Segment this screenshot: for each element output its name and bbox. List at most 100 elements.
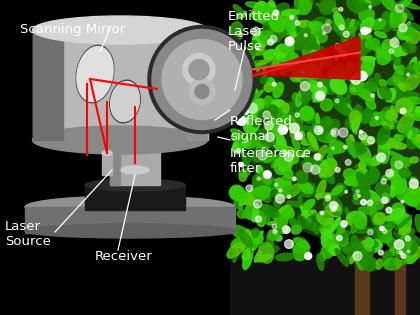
Ellipse shape [317,254,324,270]
Circle shape [254,200,262,208]
Ellipse shape [300,80,312,101]
Circle shape [358,72,367,81]
Ellipse shape [271,109,285,120]
Ellipse shape [360,256,376,271]
Ellipse shape [262,178,277,191]
Circle shape [410,179,418,188]
Ellipse shape [295,42,302,50]
Bar [110,140,160,185]
Ellipse shape [334,203,341,211]
Ellipse shape [396,185,411,202]
Circle shape [331,207,336,211]
Circle shape [265,133,274,141]
Circle shape [395,161,402,169]
Ellipse shape [386,110,397,121]
Ellipse shape [341,26,357,34]
Ellipse shape [310,65,320,77]
Ellipse shape [344,246,351,255]
Ellipse shape [330,78,347,94]
Ellipse shape [354,216,367,229]
Bar [85,185,185,210]
Circle shape [368,230,373,235]
Ellipse shape [382,12,392,22]
Circle shape [285,37,294,46]
Ellipse shape [360,176,369,187]
Ellipse shape [231,133,241,141]
Ellipse shape [357,250,368,270]
Circle shape [304,252,312,260]
Ellipse shape [110,80,140,123]
Ellipse shape [317,211,333,225]
Ellipse shape [252,204,260,217]
Ellipse shape [336,229,348,247]
Ellipse shape [349,79,363,94]
Circle shape [246,185,253,192]
Ellipse shape [294,4,305,14]
Ellipse shape [347,256,356,261]
Circle shape [386,207,392,213]
Ellipse shape [233,5,243,14]
Ellipse shape [406,240,417,255]
Ellipse shape [399,83,412,99]
Ellipse shape [285,208,294,218]
Ellipse shape [379,80,387,86]
Ellipse shape [399,215,412,233]
Ellipse shape [233,249,239,262]
Ellipse shape [231,226,251,239]
Ellipse shape [250,186,270,201]
Ellipse shape [262,136,270,142]
Circle shape [256,48,258,50]
Ellipse shape [340,108,351,113]
Ellipse shape [241,152,251,162]
Ellipse shape [234,31,242,40]
Text: Emitted
Laser
Pulse: Emitted Laser Pulse [228,10,280,53]
Circle shape [148,26,256,134]
Ellipse shape [266,119,281,134]
Ellipse shape [352,184,370,200]
Ellipse shape [396,157,401,174]
Text: Interference
filter: Interference filter [230,147,312,175]
Ellipse shape [283,103,289,113]
Circle shape [270,36,277,43]
Ellipse shape [335,183,345,196]
Ellipse shape [379,86,391,100]
Text: Laser
Source: Laser Source [5,220,51,248]
Ellipse shape [247,119,255,140]
Ellipse shape [272,155,287,162]
Ellipse shape [377,221,386,235]
Ellipse shape [310,124,316,139]
Ellipse shape [388,151,407,161]
Ellipse shape [309,78,330,94]
Ellipse shape [366,106,374,119]
Circle shape [263,111,270,118]
Ellipse shape [252,121,258,127]
Ellipse shape [279,146,299,156]
Ellipse shape [353,218,367,228]
Circle shape [278,125,287,135]
Ellipse shape [233,81,247,88]
Circle shape [353,252,362,261]
Ellipse shape [121,166,149,174]
Circle shape [399,24,407,32]
Ellipse shape [388,76,402,85]
Ellipse shape [286,40,294,54]
Circle shape [264,121,273,130]
Ellipse shape [248,41,257,56]
Circle shape [249,60,251,62]
Ellipse shape [404,107,419,116]
Circle shape [407,250,410,253]
Ellipse shape [402,235,420,249]
Circle shape [378,250,383,255]
Circle shape [401,254,406,258]
Circle shape [352,75,361,84]
Ellipse shape [344,20,362,25]
Ellipse shape [290,118,303,130]
Circle shape [236,91,244,99]
Ellipse shape [307,128,319,144]
Circle shape [383,229,387,233]
Circle shape [360,130,362,133]
Ellipse shape [278,60,288,70]
Circle shape [381,179,386,184]
Ellipse shape [316,154,323,161]
Ellipse shape [345,178,359,185]
